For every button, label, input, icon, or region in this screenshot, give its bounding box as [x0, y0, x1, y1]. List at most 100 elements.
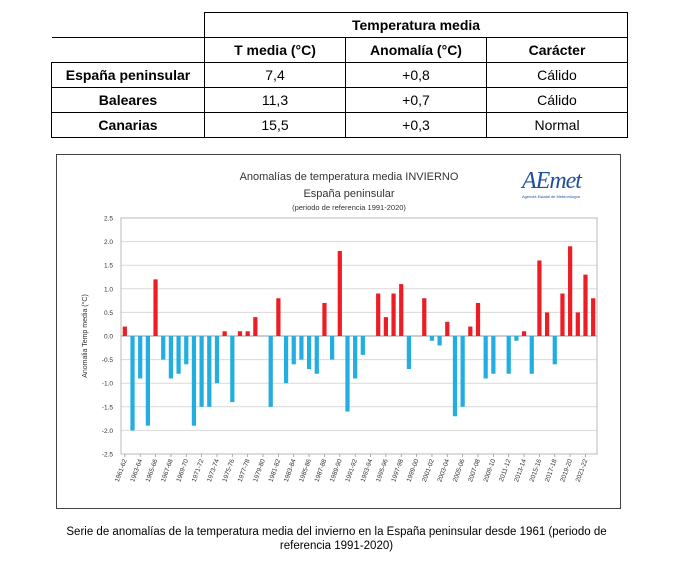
- bar: [544, 312, 550, 336]
- bar: [468, 326, 473, 336]
- bar: [276, 298, 281, 336]
- x-tick-label: 1977-78: [237, 458, 252, 483]
- bar: [445, 321, 450, 336]
- x-tick-label: 1997-98: [390, 458, 405, 483]
- x-tick-label: 2013-14: [513, 458, 528, 483]
- bar: [237, 331, 243, 336]
- bar: [575, 312, 580, 336]
- y-tick-label: 1.5: [104, 263, 113, 270]
- x-tick-label: 2021-22: [575, 458, 590, 483]
- x-tick-label: 1985-86: [298, 458, 313, 483]
- x-tick-label: 2001-02: [421, 458, 436, 483]
- cell-caracter: Cálido: [485, 87, 629, 113]
- bar: [330, 336, 335, 360]
- x-tick-label: 1975-76: [221, 458, 236, 483]
- bar: [452, 336, 458, 417]
- bar: [514, 336, 519, 341]
- bar: [406, 336, 412, 370]
- y-tick-label: 0.0: [104, 334, 113, 341]
- bar: [199, 336, 204, 407]
- x-tick-label: 1989-90: [329, 458, 344, 483]
- x-tick-label: 1993-94: [360, 458, 375, 483]
- bar: [537, 260, 542, 336]
- bar: [168, 336, 174, 379]
- x-tick-label: 1991-92: [344, 458, 359, 483]
- bar: [253, 317, 258, 336]
- table-row: Canarias 15,5 +0,3 Normal: [51, 112, 629, 138]
- x-tick-label: 1995-96: [375, 458, 390, 483]
- figure-caption: Serie de anomalías de la temperatura med…: [66, 526, 607, 552]
- table-group-header: Temperatura media: [203, 12, 629, 38]
- y-tick-label: 2.5: [104, 216, 113, 223]
- col-header-caracter: Carácter: [485, 37, 629, 63]
- bar: [207, 336, 212, 407]
- y-tick-label: 1.0: [104, 286, 113, 293]
- bar: [422, 298, 427, 336]
- bar: [583, 274, 588, 336]
- bar: [360, 336, 365, 355]
- x-tick-label: 1999-00: [406, 458, 421, 483]
- bar: [153, 279, 158, 336]
- x-tick-label: 1967-68: [160, 458, 175, 483]
- bar: [299, 336, 304, 360]
- bar: [184, 336, 189, 365]
- bar: [437, 336, 442, 346]
- bar: [283, 336, 289, 384]
- x-tick-label: 2011-12: [498, 458, 513, 483]
- bar: [322, 302, 327, 336]
- summary-table: Temperatura media T media (°C) Anomalía …: [51, 12, 629, 138]
- bar: [552, 336, 557, 365]
- table-corner: [51, 37, 205, 63]
- bar: [591, 298, 596, 336]
- bar: [138, 336, 143, 379]
- bar: [429, 336, 435, 341]
- chart-title: Anomalías de temperatura media INVIERNO: [240, 171, 459, 183]
- cell-anomalia: +0,8: [345, 62, 487, 88]
- cell-anomalia: +0,3: [345, 112, 487, 138]
- x-tick-label: 1981-82: [268, 458, 283, 483]
- table-corner: [51, 12, 205, 38]
- bar: [460, 336, 465, 407]
- bar: [314, 336, 319, 374]
- bar: [214, 336, 220, 384]
- x-tick-label: 2017-18: [544, 458, 559, 483]
- bar: [376, 293, 381, 336]
- x-tick-label: 1963-64: [129, 458, 144, 483]
- bar: [291, 336, 296, 365]
- bar: [568, 246, 573, 336]
- y-axis-label: Anomalia Temp media (°C): [81, 294, 89, 378]
- cell-t-media: 15,5: [204, 112, 346, 138]
- cell-t-media: 7,4: [204, 62, 346, 88]
- x-tick-label: 2007-08: [467, 458, 482, 483]
- bar: [345, 336, 350, 412]
- y-tick-label: -2.5: [102, 452, 114, 459]
- chart-frame: Anomalías de temperatura media INVIERNO E…: [56, 154, 621, 509]
- bar: [245, 331, 250, 336]
- x-tick-label: 1979-80: [252, 458, 267, 483]
- y-tick-label: -1.5: [102, 404, 114, 411]
- x-tick-label: 1961-62: [114, 458, 129, 483]
- y-tick-label: -0.5: [102, 357, 114, 364]
- bar: [529, 336, 534, 374]
- bar: [176, 336, 181, 374]
- chart-subtitle: España peninsular: [303, 188, 394, 200]
- x-tick-label: 1973-74: [206, 458, 221, 483]
- bar: [521, 331, 527, 336]
- plot-area-border: [120, 217, 598, 455]
- y-tick-label: 2.0: [104, 239, 113, 246]
- bar: [122, 326, 127, 336]
- bar: [383, 317, 388, 336]
- bar: [483, 336, 488, 379]
- y-tick-label: -2.0: [102, 428, 114, 435]
- x-tick-label: 2003-04: [436, 458, 451, 483]
- row-label: Canarias: [51, 112, 205, 138]
- bar: [268, 336, 273, 407]
- table-row: Baleares 11,3 +0,7 Cálido: [51, 87, 629, 113]
- bar: [491, 336, 496, 374]
- x-tick-label: 1971-72: [191, 458, 206, 483]
- cell-caracter: Cálido: [485, 62, 629, 88]
- bar: [353, 336, 358, 379]
- bar: [399, 284, 404, 336]
- x-tick-label: 1983-84: [283, 458, 298, 483]
- chart-note: (periodo de referencia 1991-2020): [292, 203, 406, 212]
